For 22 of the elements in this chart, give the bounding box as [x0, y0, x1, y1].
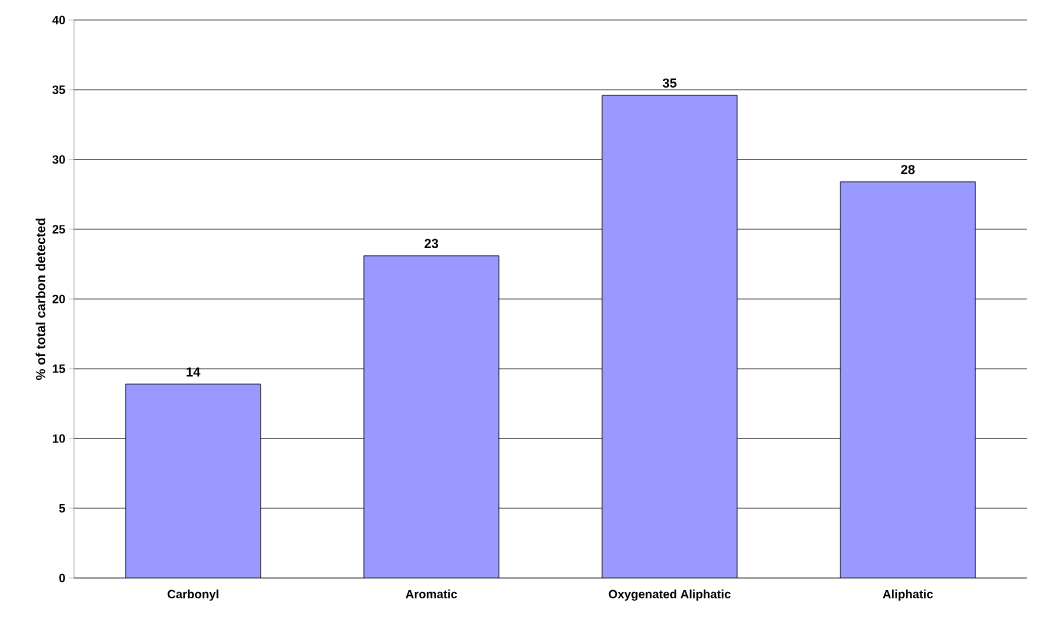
data-label: 14 — [186, 367, 201, 377]
y-tick-label: 15 — [52, 364, 66, 373]
data-label: 35 — [662, 78, 677, 88]
y-axis-title: % of total carbon detected — [35, 218, 46, 380]
y-tick-label: 5 — [59, 504, 66, 513]
x-tick-label: Carbonyl — [167, 589, 219, 601]
bar — [363, 255, 500, 578]
bar — [125, 383, 261, 578]
y-tick-label: 30 — [52, 155, 65, 164]
y-tick-label: 40 — [52, 15, 65, 25]
x-tick-label: Aliphatic — [882, 589, 933, 601]
x-tick-label: Oxygenated Aliphatic — [608, 589, 731, 601]
bar — [840, 181, 976, 578]
bar — [601, 94, 738, 578]
x-tick-label: Aromatic — [405, 589, 458, 599]
data-label: 28 — [901, 164, 915, 175]
y-tick-label: 10 — [52, 434, 65, 443]
y-tick-label: 0 — [59, 573, 65, 583]
data-label: 23 — [424, 238, 439, 249]
y-tick-label: 20 — [52, 294, 65, 304]
y-tick-label: 25 — [52, 225, 66, 234]
y-tick-label: 35 — [52, 85, 66, 95]
